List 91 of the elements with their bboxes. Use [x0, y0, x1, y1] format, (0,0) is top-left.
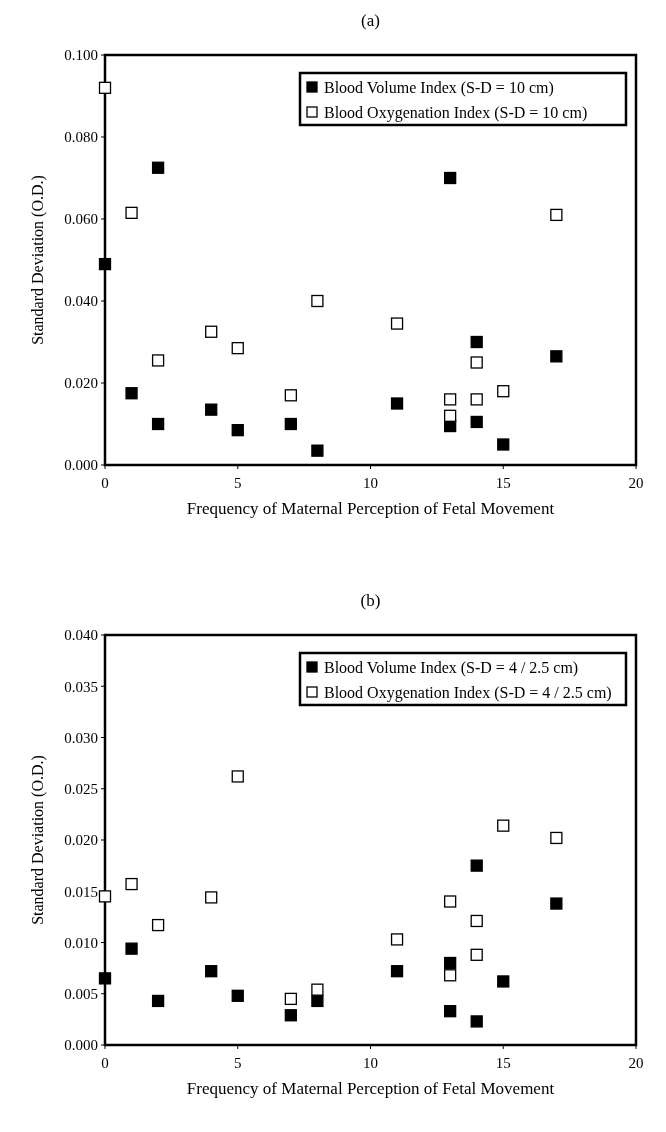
y-tick-label: 0.000 [64, 457, 98, 474]
point [98, 890, 112, 903]
x-tick-label: 0 [101, 475, 109, 491]
x-axis-title: Frequency of Maternal Perception of Fetal Movement [186, 499, 555, 518]
point [98, 972, 112, 985]
x-tick-label: 15 [495, 1055, 511, 1071]
x-axis-title: Frequency of Maternal Perception of Fetal Movement [186, 1079, 555, 1098]
point [98, 257, 112, 271]
point [497, 385, 510, 398]
y-tick-label: 0.040 [64, 627, 98, 644]
point [205, 891, 218, 904]
point [231, 989, 244, 1002]
point [444, 409, 457, 422]
point [311, 983, 324, 996]
y-tick-label: 0.060 [64, 211, 98, 228]
point [284, 1009, 297, 1022]
point [444, 956, 457, 970]
y-tick-label: 0.025 [64, 781, 98, 797]
point [497, 819, 510, 832]
point [311, 994, 324, 1008]
point [470, 393, 483, 406]
point [470, 415, 483, 429]
point [470, 335, 483, 349]
point [444, 895, 457, 908]
legend-label: Blood Oxygenation Index (S-D = 4 / 2.5 cm) [324, 683, 612, 702]
point [125, 877, 138, 891]
chart-title: (a) [361, 11, 380, 30]
point [497, 975, 510, 988]
point [550, 831, 563, 845]
point [497, 438, 510, 451]
point [470, 914, 483, 928]
y-tick-label: 0.020 [64, 832, 98, 849]
legend-label: Blood Volume Index (S-D = 4 / 2.5 cm) [324, 658, 579, 677]
y-tick-label: 0.100 [64, 47, 98, 64]
point [470, 1015, 483, 1028]
y-axis-title: Standard Deviation (O.D.) [29, 175, 47, 345]
y-tick-label: 0.000 [64, 1037, 98, 1054]
point [444, 1005, 457, 1018]
point [311, 294, 324, 308]
point [444, 171, 457, 185]
point [390, 933, 404, 946]
y-tick-label: 0.020 [64, 375, 98, 392]
legend-label: Blood Oxygenation Index (S-D = 10 cm) [324, 103, 588, 122]
x-tick-label: 5 [234, 1055, 242, 1071]
point [444, 393, 457, 406]
point [470, 859, 483, 872]
point [284, 389, 297, 402]
point [125, 387, 138, 400]
point [151, 994, 165, 1008]
point [231, 770, 244, 783]
point [205, 403, 218, 416]
y-tick-label: 0.080 [64, 129, 98, 146]
point [284, 992, 297, 1006]
x-tick-label: 10 [363, 1055, 378, 1071]
chart-title: (b) [360, 591, 381, 610]
y-axis-title: Standard Deviation (O.D.) [29, 755, 47, 925]
x-tick-label: 20 [628, 1055, 644, 1071]
point [125, 942, 138, 955]
x-tick-label: 20 [628, 475, 644, 491]
point [390, 965, 404, 978]
point [470, 356, 483, 369]
point [311, 444, 324, 457]
y-tick-label: 0.015 [64, 883, 98, 900]
point [98, 81, 112, 94]
point [550, 208, 563, 222]
point [390, 317, 404, 330]
point [151, 417, 165, 431]
y-tick-label: 0.040 [64, 293, 98, 310]
y-tick-label: 0.010 [64, 934, 98, 951]
x-tick-label: 10 [363, 475, 378, 491]
point [231, 342, 244, 355]
y-tick-label: 0.035 [64, 678, 98, 695]
point [390, 397, 404, 410]
point [550, 350, 563, 363]
y-tick-label: 0.005 [64, 986, 98, 1002]
point [151, 161, 165, 174]
point [151, 918, 165, 932]
y-tick-label: 0.030 [64, 729, 98, 746]
point [125, 206, 138, 219]
point [444, 969, 457, 982]
legend-label: Blood Volume Index (S-D = 10 cm) [324, 78, 554, 97]
x-tick-label: 15 [495, 475, 511, 491]
x-tick-label: 0 [101, 1055, 109, 1071]
point [231, 424, 244, 437]
point [151, 354, 165, 367]
point [550, 897, 563, 910]
point [205, 325, 218, 338]
point [284, 417, 297, 431]
point [470, 948, 483, 961]
point [205, 965, 218, 978]
x-tick-label: 5 [234, 475, 242, 491]
